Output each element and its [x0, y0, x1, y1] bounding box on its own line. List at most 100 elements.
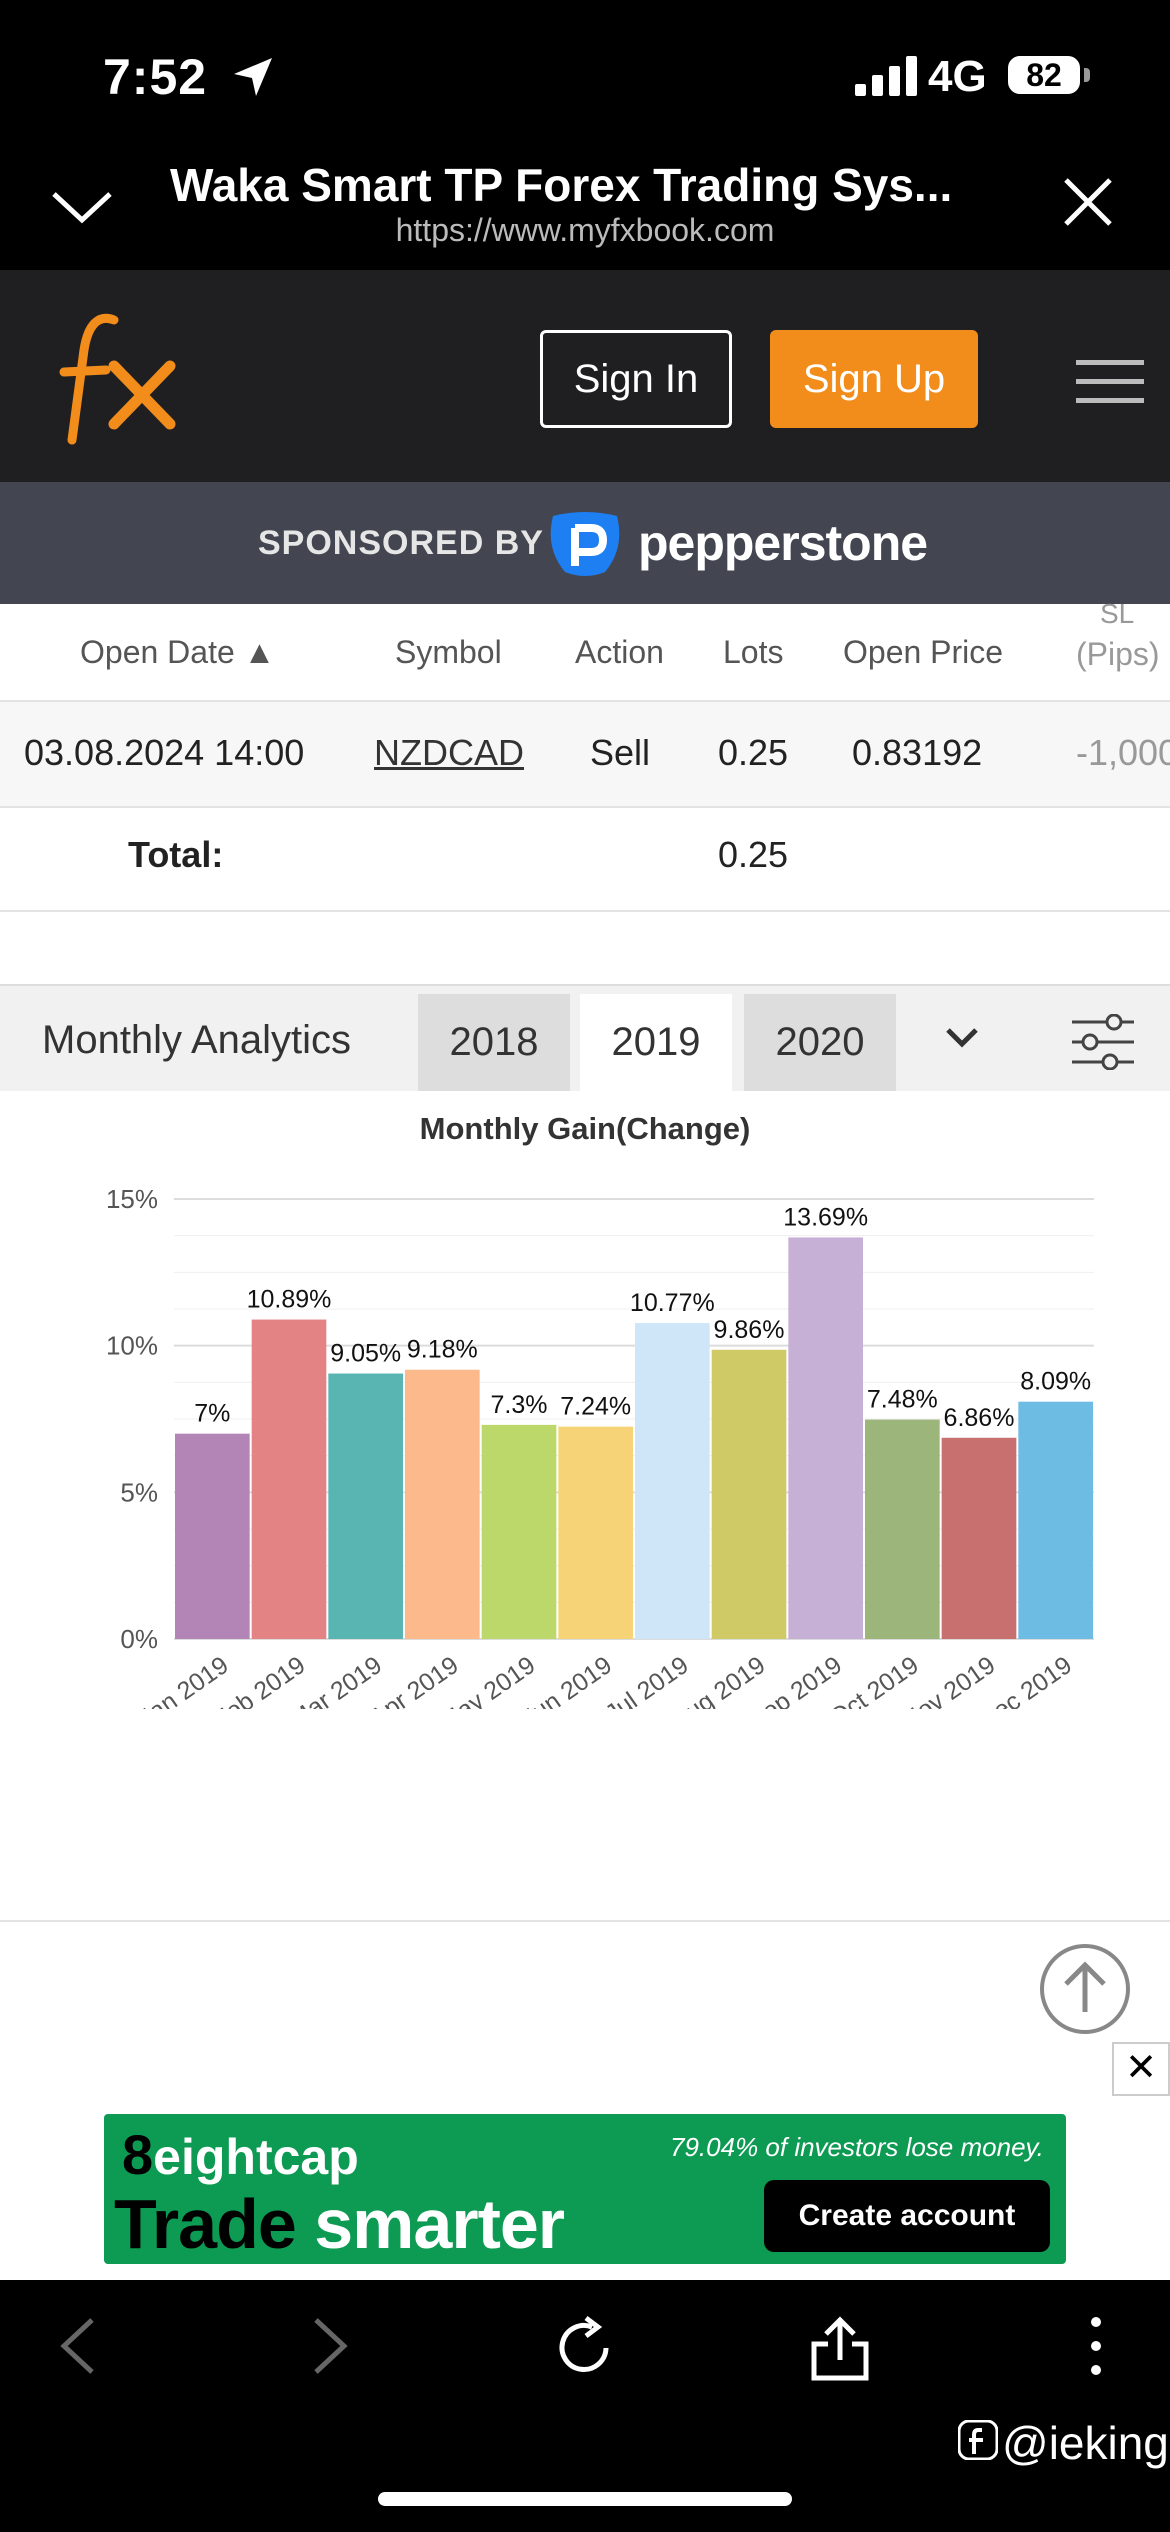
eightcap-ad[interactable]: 8eightcap 79.04% of investors lose money…: [104, 2114, 1066, 2264]
chevron-down-icon[interactable]: [52, 176, 112, 236]
bar-nov-2019[interactable]: [941, 1437, 1017, 1639]
share-icon[interactable]: [810, 2316, 870, 2382]
battery-tip: [1084, 68, 1090, 82]
ad-risk-warning: 79.04% of investors lose money.: [670, 2132, 1044, 2162]
bar-jul-2019[interactable]: [635, 1323, 710, 1639]
y-tick-label: 5%: [120, 1477, 158, 1507]
row-action: Sell: [590, 732, 651, 773]
bar-mar-2019[interactable]: [328, 1373, 403, 1639]
tab-2018[interactable]: 2018: [418, 994, 570, 1091]
total-label: Total:: [128, 834, 224, 875]
bar-apr-2019[interactable]: [405, 1369, 480, 1639]
bar-jan-2019[interactable]: [175, 1433, 250, 1639]
arrow-up-icon: [1064, 1961, 1106, 2012]
divider: [0, 910, 1170, 912]
bar-oct-2019[interactable]: [865, 1419, 940, 1639]
col-sl[interactable]: SL: [1100, 598, 1135, 629]
divider: [0, 806, 1170, 808]
battery-icon: 82: [1008, 56, 1080, 94]
data-label: 6.86%: [944, 1404, 1015, 1432]
data-label: 7%: [194, 1400, 230, 1428]
status-time: 7:52: [103, 49, 208, 105]
col-open-date[interactable]: Open Date ▲: [80, 634, 276, 670]
row-open-date: 03.08.2024 14:00: [24, 732, 305, 773]
tab-2019[interactable]: 2019: [580, 994, 732, 1091]
browser-header: Waka Smart TP Forex Trading Sys... https…: [0, 140, 1170, 270]
home-indicator: [378, 2492, 792, 2506]
sign-in-button[interactable]: Sign In: [540, 330, 732, 428]
col-sl-pips[interactable]: (Pips): [1076, 636, 1160, 672]
row-sl: -1,000.: [1076, 732, 1170, 773]
scroll-to-top-button[interactable]: [1040, 1944, 1130, 2034]
chevron-down-icon[interactable]: [944, 1026, 980, 1050]
watermark-handle: @ieking: [1002, 2417, 1169, 2469]
bar-feb-2019[interactable]: [251, 1319, 327, 1639]
status-bar: 7:52 4G 82: [0, 0, 1170, 160]
row-lots: 0.25: [718, 732, 789, 773]
col-symbol[interactable]: Symbol: [395, 634, 502, 670]
table-row: [0, 702, 1170, 806]
filter-settings-icon[interactable]: [1072, 1014, 1134, 1070]
sort-up-icon: ▲: [234, 634, 276, 670]
col-open-price[interactable]: Open Price: [843, 634, 1004, 670]
tab-2020[interactable]: 2020: [744, 994, 896, 1091]
data-label: 8.09%: [1020, 1368, 1091, 1396]
sign-up-button[interactable]: Sign Up: [770, 330, 978, 428]
location-arrow-icon: [234, 58, 272, 96]
x-tick-label: Jan 2019: [133, 1651, 233, 1709]
ad-banner-area: 8eightcap 79.04% of investors lose money…: [0, 2096, 1170, 2280]
monthly-gain-chart: Monthly Gain(Change) 0% 5% 10% 15% 7% 10.89%…: [106, 1111, 1094, 1709]
hamburger-menu-icon[interactable]: [1076, 360, 1144, 404]
data-label: 7.24%: [560, 1393, 631, 1421]
chart-title: Monthly Gain(Change): [420, 1111, 751, 1146]
x-tick-label: Jul 2019: [600, 1651, 693, 1709]
bar-may-2019[interactable]: [481, 1424, 557, 1639]
sponsor-bar[interactable]: SPONSORED BY pepperstone: [0, 482, 1170, 604]
network-type: 4G: [928, 52, 987, 101]
cellular-signal-icon: [855, 56, 917, 96]
ad-brand: 8eightcap: [122, 2123, 359, 2186]
pepperstone-logo-icon: [550, 512, 620, 576]
y-tick-label: 15%: [106, 1184, 158, 1214]
create-account-button[interactable]: Create account: [764, 2180, 1050, 2252]
analytics-title: Monthly Analytics: [42, 1018, 352, 1062]
more-options-icon[interactable]: [1090, 2316, 1102, 2376]
y-tick-label: 0%: [120, 1624, 158, 1654]
page-url: https://www.myfxbook.com: [395, 212, 775, 248]
data-label: 7.3%: [491, 1391, 548, 1419]
forward-icon[interactable]: [310, 2316, 350, 2376]
site-header: Sign In Sign Up: [0, 270, 1170, 482]
back-icon[interactable]: [58, 2316, 98, 2376]
close-icon[interactable]: [1062, 176, 1114, 228]
bar-dec-2019[interactable]: [1018, 1401, 1093, 1639]
sponsor-label: SPONSORED BY: [258, 524, 544, 562]
reload-icon[interactable]: [552, 2316, 616, 2380]
bar-sep-2019[interactable]: [788, 1237, 863, 1639]
data-label: 7.48%: [867, 1386, 938, 1414]
page-title: Waka Smart TP Forex Trading Sys...: [170, 159, 953, 211]
monthly-analytics-bar: Monthly Analytics 2018 2019 2020: [0, 984, 1170, 1091]
data-label: 9.18%: [407, 1336, 478, 1364]
data-label: 13.69%: [783, 1203, 868, 1231]
col-lots[interactable]: Lots: [723, 634, 784, 670]
myfxbook-logo[interactable]: [44, 300, 184, 460]
row-open-price: 0.83192: [852, 732, 983, 773]
x-tick-label: Jun 2019: [517, 1651, 617, 1709]
browser-toolbar: @ieking: [0, 2280, 1170, 2532]
facebook-icon: [958, 2420, 998, 2460]
ad-tagline: Trade smarter: [114, 2185, 565, 2263]
sponsor-brand: pepperstone: [638, 515, 928, 571]
divider: [0, 1920, 1170, 1922]
main-content: Open Date ▲ Symbol Action Lots Open Pric…: [0, 598, 1170, 2096]
bar-aug-2019[interactable]: [711, 1349, 787, 1639]
close-ad-button[interactable]: ✕: [1112, 2042, 1170, 2096]
row-symbol-link[interactable]: NZDCAD: [374, 732, 524, 773]
col-action[interactable]: Action: [575, 634, 664, 670]
bar-jun-2019[interactable]: [558, 1426, 633, 1639]
data-label: 10.77%: [630, 1289, 715, 1317]
x-tick-label: Apr 2019: [365, 1651, 464, 1709]
total-lots: 0.25: [718, 834, 789, 875]
divider: [0, 700, 1170, 702]
x-tick-label: Oct 2019: [825, 1651, 924, 1709]
data-label: 10.89%: [247, 1286, 332, 1314]
